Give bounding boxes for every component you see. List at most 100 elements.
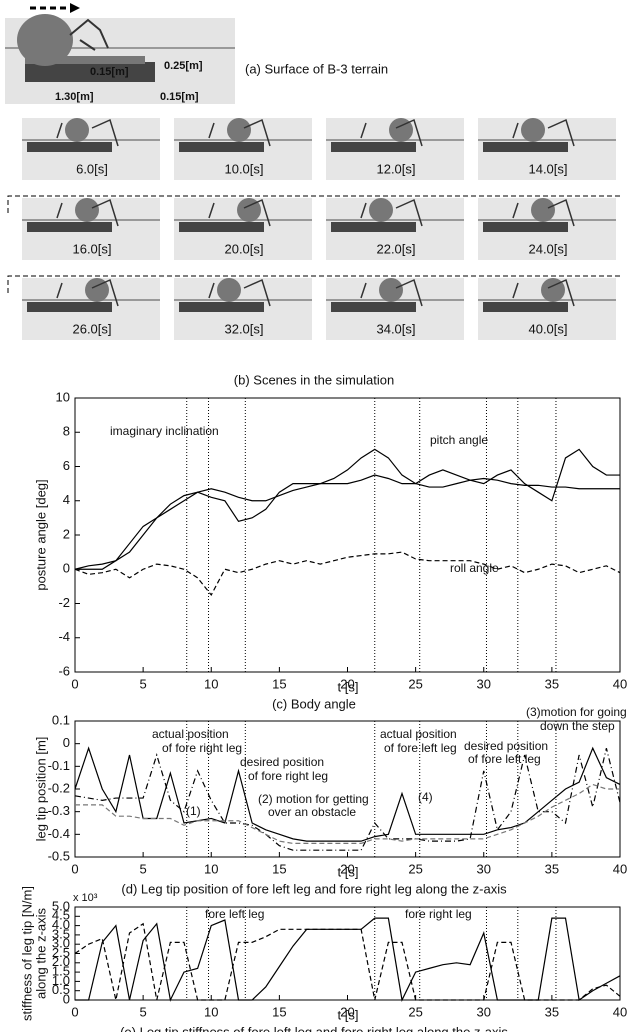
scene-robot bbox=[85, 278, 109, 302]
x-tick-label: 25 bbox=[408, 861, 422, 876]
y-tick-label: -6 bbox=[58, 663, 70, 678]
scene-step bbox=[483, 142, 568, 152]
x-tick-label: 25 bbox=[408, 1004, 422, 1019]
scene-robot bbox=[379, 278, 403, 302]
dim-label: 0.15[m] bbox=[160, 91, 199, 103]
y-tick-label: 3.5 bbox=[52, 926, 70, 941]
y-tick-label: 8 bbox=[63, 424, 70, 439]
panel-caption: (c) Body angle bbox=[272, 696, 356, 711]
annotation: down the step bbox=[540, 719, 615, 733]
y-axis-label: leg tip position [m] bbox=[33, 737, 48, 842]
scene-time: 24.0[s] bbox=[528, 241, 567, 256]
annotation: (4) bbox=[418, 790, 433, 804]
y-tick-label: 3.0 bbox=[52, 936, 70, 951]
scene-legs bbox=[56, 198, 119, 227]
y-tick-label: 4.5 bbox=[52, 908, 70, 923]
annotation: desired position bbox=[240, 755, 324, 769]
y-tick-label: -4 bbox=[58, 629, 70, 644]
scene-robot bbox=[521, 118, 545, 142]
y-tick-label: 0 bbox=[63, 735, 70, 750]
annotation: (1) bbox=[186, 804, 201, 818]
annotation: of fore right leg bbox=[248, 769, 328, 783]
data-line bbox=[74, 748, 621, 851]
scene-time: 10.0[s] bbox=[224, 161, 263, 176]
panel-caption: (a) Surface of B-3 terrain bbox=[245, 61, 388, 76]
y-tick-label: 0.5 bbox=[52, 982, 70, 997]
x-tick-label: 15 bbox=[272, 1004, 286, 1019]
scene-robot bbox=[369, 198, 393, 222]
scene-flow-arrow bbox=[7, 275, 620, 296]
y-tick-label: 1.5 bbox=[52, 964, 70, 979]
y-tick-label: 0 bbox=[63, 561, 70, 576]
x-tick-label: 40 bbox=[613, 676, 627, 691]
data-line bbox=[75, 917, 621, 1002]
y-tick-label: -0.1 bbox=[48, 758, 70, 773]
scene-step bbox=[179, 222, 264, 232]
scene-time: 14.0[s] bbox=[528, 161, 567, 176]
y-tick-label: -2 bbox=[58, 595, 70, 610]
x-tick-label: 20 bbox=[340, 1004, 354, 1019]
x-tick-label: 10 bbox=[204, 676, 218, 691]
step-top bbox=[25, 56, 145, 64]
x-tick-label: 15 bbox=[272, 861, 286, 876]
y-axis-label: stiffness of leg tip [N/m] bbox=[19, 886, 34, 1021]
x-axis-label: t [s] bbox=[338, 1007, 359, 1022]
data-line bbox=[74, 551, 621, 597]
annotation: desired position bbox=[464, 739, 548, 753]
y-axis-label: along the z-axis bbox=[33, 907, 48, 999]
scene-robot bbox=[531, 198, 555, 222]
scene-time: 32.0[s] bbox=[224, 321, 263, 336]
x-tick-label: 25 bbox=[408, 676, 422, 691]
axis-multiplier: x 10³ bbox=[73, 892, 98, 904]
x-tick-label: 35 bbox=[545, 1004, 559, 1019]
x-tick-label: 0 bbox=[71, 676, 78, 691]
scene-step bbox=[27, 302, 112, 312]
move-arrow-head bbox=[70, 3, 80, 13]
annotation: actual position bbox=[380, 727, 457, 741]
x-tick-label: 5 bbox=[140, 676, 147, 691]
scene-time: 40.0[s] bbox=[528, 321, 567, 336]
x-tick-label: 20 bbox=[340, 676, 354, 691]
annotation: pitch angle bbox=[430, 433, 488, 447]
data-line bbox=[75, 448, 620, 570]
x-tick-label: 0 bbox=[71, 861, 78, 876]
annotation: over an obstacle bbox=[268, 805, 356, 819]
scene-time: 16.0[s] bbox=[72, 241, 111, 256]
data-line bbox=[74, 922, 621, 1001]
y-axis-label: posture angle [deg] bbox=[33, 479, 48, 590]
scene-robot bbox=[75, 198, 99, 222]
y-tick-label: 4 bbox=[63, 492, 70, 507]
terrain-illustration: 0.15[m] 0.25[m] 1.30[m] 0.15[m] bbox=[5, 3, 235, 104]
x-tick-label: 5 bbox=[140, 861, 147, 876]
y-tick-label: -0.2 bbox=[48, 780, 70, 795]
scene-legs bbox=[512, 278, 575, 307]
data-line bbox=[75, 783, 620, 845]
scene-step bbox=[179, 302, 264, 312]
scene-legs bbox=[512, 198, 575, 227]
y-tick-label: 6 bbox=[63, 458, 70, 473]
annotation: roll angle bbox=[450, 561, 499, 575]
annotation: of fore right leg bbox=[162, 741, 242, 755]
scene-robot bbox=[389, 118, 413, 142]
scene-step bbox=[179, 142, 264, 152]
y-tick-label: 1.0 bbox=[52, 973, 70, 988]
x-tick-label: 15 bbox=[272, 676, 286, 691]
scene-step bbox=[331, 142, 416, 152]
scene-legs bbox=[360, 118, 423, 147]
scene-time: 34.0[s] bbox=[376, 321, 415, 336]
annotation: (2) motion for getting bbox=[258, 792, 369, 806]
scene-flow-arrow bbox=[7, 195, 620, 216]
robot-body bbox=[17, 14, 73, 66]
x-tick-label: 20 bbox=[340, 861, 354, 876]
plot-frame bbox=[74, 906, 621, 1001]
x-tick-label: 40 bbox=[613, 861, 627, 876]
y-tick-label: 0 bbox=[63, 991, 70, 1006]
x-tick-label: 0 bbox=[71, 1004, 78, 1019]
scene-step bbox=[27, 142, 112, 152]
y-tick-label: 5.0 bbox=[52, 898, 70, 913]
x-tick-label: 30 bbox=[477, 676, 491, 691]
dim-label: 1.30[m] bbox=[55, 91, 94, 103]
scene-legs bbox=[360, 278, 423, 307]
y-tick-label: 2.0 bbox=[52, 954, 70, 969]
